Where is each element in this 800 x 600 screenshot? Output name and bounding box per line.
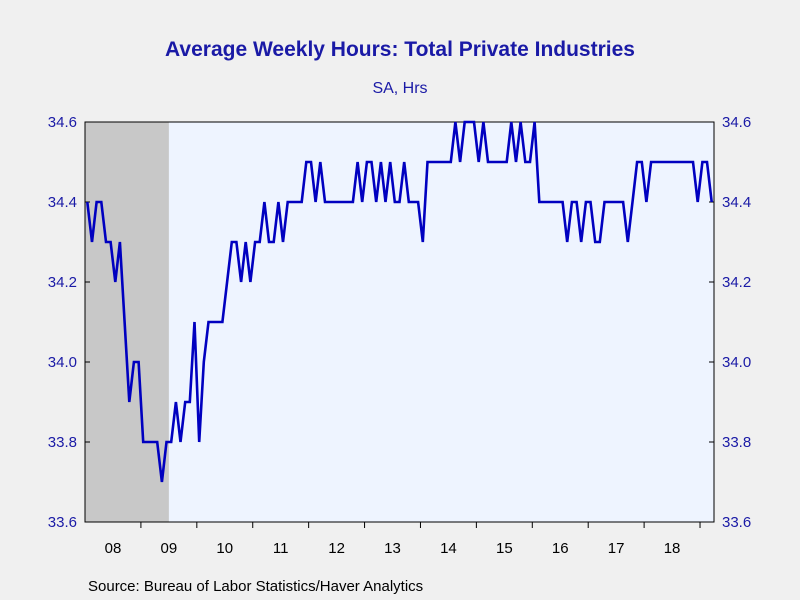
- y-tick-label-left: 33.6: [48, 514, 77, 531]
- y-tick-label-right: 34.6: [722, 114, 751, 131]
- x-tick-label: 14: [440, 540, 457, 557]
- y-tick-label-right: 34.0: [722, 354, 751, 371]
- chart-title: Average Weekly Hours: Total Private Indu…: [165, 38, 635, 61]
- y-tick-label-left: 34.6: [48, 114, 77, 131]
- x-tick-label: 10: [216, 540, 233, 557]
- plot-frame: [84, 121, 715, 523]
- y-tick-label-left: 34.2: [48, 274, 77, 291]
- plot-area: [85, 122, 714, 522]
- source-note: Source: Bureau of Labor Statistics/Haver…: [88, 578, 424, 595]
- y-tick-label-right: 34.4: [722, 194, 751, 211]
- y-tick-label-right: 33.8: [722, 434, 751, 451]
- y-tick-label-left: 34.0: [48, 354, 77, 371]
- x-tick-label: 11: [273, 540, 289, 557]
- y-tick-label-left: 34.4: [48, 194, 77, 211]
- x-tick-label: 09: [161, 540, 178, 557]
- recession-band: [85, 122, 169, 522]
- x-tick-label: 16: [552, 540, 569, 557]
- y-tick-label-right: 34.2: [722, 274, 751, 291]
- x-tick-label: 15: [496, 540, 513, 557]
- x-tick-label: 12: [328, 540, 345, 557]
- y-tick-label-left: 33.8: [48, 434, 77, 451]
- series-line: [86, 120, 713, 483]
- x-tick-label: 18: [664, 540, 681, 557]
- y-tick-label-right: 33.6: [722, 514, 751, 531]
- chart-subtitle: SA, Hrs: [372, 80, 428, 97]
- x-tick-label: 13: [384, 540, 401, 557]
- x-tick-label: 08: [105, 540, 122, 557]
- x-tick-label: 17: [608, 540, 625, 557]
